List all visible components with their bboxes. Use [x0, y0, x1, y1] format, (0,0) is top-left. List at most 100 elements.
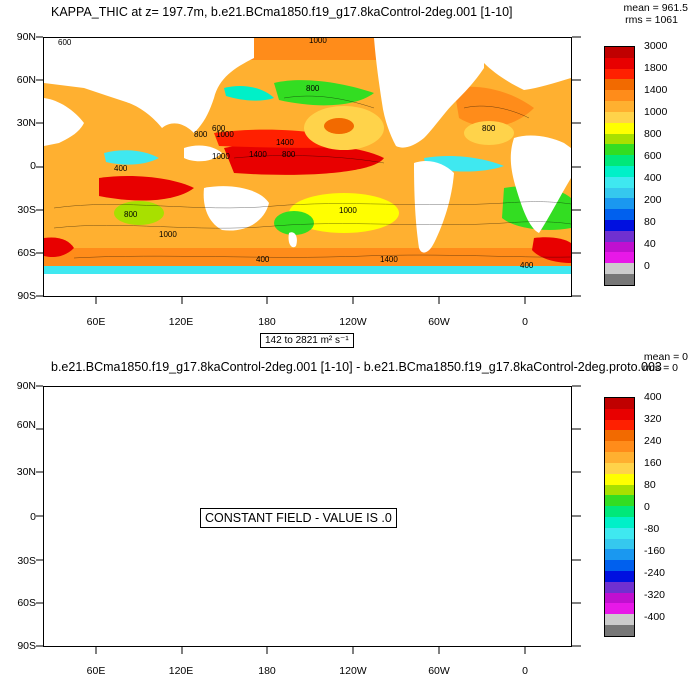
colorbar-swatch [605, 198, 634, 210]
cbar1-label: 0 [644, 260, 650, 272]
contour-label: 800 [482, 124, 496, 133]
panel2-ticks [36, 385, 581, 654]
cbar2-label: 320 [644, 413, 662, 425]
panel2-mean: mean = 0 [643, 351, 688, 363]
land-north-america [374, 38, 484, 148]
colorbar-swatch [605, 144, 634, 156]
cbar1-label: 80 [644, 216, 656, 228]
colorbar-swatch [605, 230, 634, 242]
panel1-contour-labels: 600 1000 800 400 800 1000 1400 800 600 8… [44, 38, 571, 296]
n-atlantic-orange [454, 86, 534, 127]
colorbar-swatch [605, 111, 634, 123]
colorbar-swatch [605, 430, 634, 442]
cbar2-label: 400 [644, 391, 662, 403]
contour-label: 1000 [212, 152, 230, 161]
colorbar-swatch [605, 241, 634, 253]
colorbar-swatch [605, 571, 634, 582]
colorbar-swatch [605, 495, 634, 507]
lon-label-180: 180 [258, 316, 276, 328]
cbar2-label: -400 [644, 611, 666, 623]
lat-label-90n: 90N [16, 380, 36, 392]
lat-label-0: 0 [30, 160, 36, 172]
land-indonesia [184, 145, 222, 162]
contour-label: 1400 [276, 138, 294, 147]
panel2-title: b.e21.BCma1850.f19_g17.8kaControl-2deg.0… [51, 360, 662, 374]
cbar1-label: 40 [644, 238, 656, 250]
land-greenland [484, 38, 524, 70]
lat-label-90n: 90N [16, 31, 36, 43]
contour-label: 1400 [249, 150, 267, 159]
contour-label: 1000 [309, 37, 327, 45]
panel2-constant-message: CONSTANT FIELD - VALUE IS .0 [200, 508, 397, 528]
lon-label-120w: 120W [339, 665, 367, 677]
land-new-zealand [288, 232, 297, 248]
panel2-colorbar [604, 397, 635, 637]
land-asia [44, 38, 254, 133]
cbar2-label: -160 [644, 545, 666, 557]
contour-label: 400 [520, 261, 534, 270]
cbar1-label: 1800 [644, 62, 668, 74]
contour-label: 400 [114, 164, 128, 173]
agulhas-red [532, 237, 571, 263]
lat-label-30n: 30N [16, 117, 36, 129]
contour-label: 800 [282, 150, 296, 159]
lon-label-60e: 60E [86, 665, 106, 677]
panel1-ticks [36, 36, 581, 304]
lat-label-30s: 30S [17, 555, 36, 567]
panel1-rms: rms = 1061 [625, 14, 678, 26]
west-edge-red [44, 237, 74, 258]
n-pacific-cyan [224, 86, 274, 101]
contour-label: 1000 [339, 206, 357, 215]
colorbar-swatch [605, 506, 634, 517]
contour-label: 600 [212, 124, 226, 133]
cbar2-label: 80 [644, 479, 656, 491]
panel1-field-svg [44, 38, 571, 296]
colorbar-swatch [605, 592, 634, 604]
colorbar-swatch [605, 209, 634, 220]
colorbar-swatch [605, 614, 634, 626]
panel2-rms: rms = 0 [642, 362, 678, 374]
colorbar-swatch [605, 187, 634, 199]
colorbar-swatch [605, 398, 634, 409]
lon-label-120e: 120E [168, 665, 194, 677]
panel1-map: 600 1000 800 400 800 1000 1400 800 600 8… [43, 37, 572, 297]
colorbar-swatch [605, 538, 634, 550]
n-pacific-green [274, 80, 374, 106]
colorbar-swatch [605, 274, 634, 285]
n-atlantic-gyre [464, 121, 514, 145]
colorbar-swatch [605, 603, 634, 615]
lon-label-120e: 120E [168, 316, 194, 328]
n-pacific-gyre-core [324, 118, 354, 134]
contour-label: 800 [306, 84, 320, 93]
indian-cyan [104, 150, 159, 165]
lon-label-0: 0 [522, 665, 528, 677]
panel1-colorbar-swatches [605, 47, 634, 285]
cbar1-label: 1000 [644, 106, 668, 118]
colorbar-swatch [605, 101, 634, 112]
panel1-range-label: 142 to 2821 m² s⁻¹ [260, 333, 354, 348]
cbar2-label: -80 [644, 523, 660, 535]
lat-label-90s: 90S [17, 290, 36, 302]
colorbar-swatch [605, 57, 634, 69]
colorbar-swatch [605, 527, 634, 539]
panel2-colorbar-swatches [605, 398, 634, 636]
indian-red [99, 176, 194, 201]
contour-label: 400 [256, 255, 270, 264]
contour-label: 800 [124, 210, 138, 219]
cbar2-label: 240 [644, 435, 662, 447]
lat-label-30s: 30S [17, 204, 36, 216]
colorbar-swatch [605, 79, 634, 91]
cbar1-label: 200 [644, 194, 662, 206]
lon-label-60e: 60E [86, 316, 106, 328]
lon-label-60w: 60W [428, 665, 450, 677]
contour-lines [53, 95, 571, 259]
colorbar-swatch [605, 484, 634, 496]
colorbar-swatch [605, 133, 634, 145]
antarctica [44, 274, 571, 296]
contour-label: 800 [194, 130, 208, 139]
colorbar-swatch [605, 462, 634, 474]
lon-label-120w: 120W [339, 316, 367, 328]
colorbar-swatch [605, 441, 634, 453]
land-australia [203, 186, 269, 231]
lon-label-60w: 60W [428, 316, 450, 328]
